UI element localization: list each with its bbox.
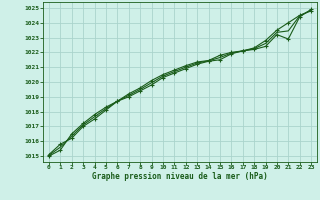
X-axis label: Graphe pression niveau de la mer (hPa): Graphe pression niveau de la mer (hPa) [92,172,268,181]
